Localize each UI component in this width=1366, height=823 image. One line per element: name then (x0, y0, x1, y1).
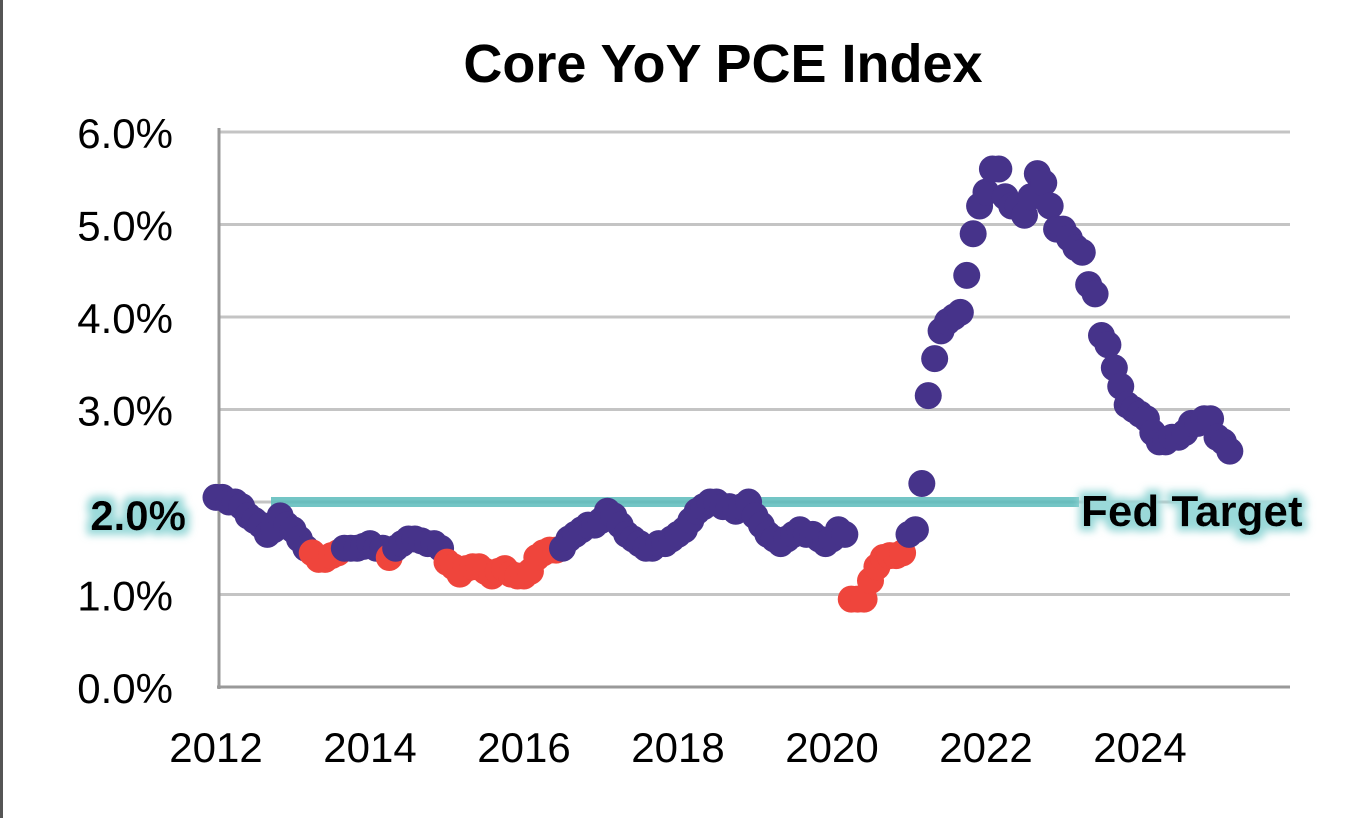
y-tick-label: 3.0% (77, 388, 173, 435)
x-tick-label: 2012 (169, 724, 262, 771)
y-tick-label: 4.0% (77, 295, 173, 342)
x-tick-label: 2020 (785, 724, 878, 771)
data-point (959, 220, 987, 248)
data-point (1081, 280, 1109, 308)
y-tick-label: 1.0% (77, 573, 173, 620)
chart-title: Core YoY PCE Index (463, 34, 982, 94)
fed-target-value-label: 2.0% (90, 492, 186, 539)
data-point (985, 155, 1013, 183)
data-point (831, 520, 859, 548)
x-tick-label: 2024 (1093, 724, 1186, 771)
data-point (1068, 238, 1096, 266)
y-tick-label: 0.0% (77, 665, 173, 712)
x-tick-label: 2016 (477, 724, 570, 771)
chart: Core YoY PCE Index 0.0% 1.0% 3.0% 4.0% 5.0% 6… (77, 34, 1303, 771)
fed-target-label: Fed Target (1081, 487, 1303, 536)
x-tick-label: 2014 (323, 724, 416, 771)
y-tick-label: 6.0% (77, 110, 173, 157)
data-point (953, 261, 981, 289)
data-point (946, 298, 974, 326)
data-point (914, 382, 942, 410)
x-tick-label: 2022 (939, 724, 1032, 771)
data-point (908, 470, 936, 497)
data-point (1036, 192, 1064, 220)
data-point (1030, 169, 1058, 197)
x-tick-label: 2018 (631, 724, 724, 771)
data-point (1094, 331, 1122, 359)
data-point (901, 516, 929, 544)
data-point (921, 345, 949, 373)
y-tick-label: 5.0% (77, 203, 173, 250)
data-point (1216, 437, 1244, 465)
